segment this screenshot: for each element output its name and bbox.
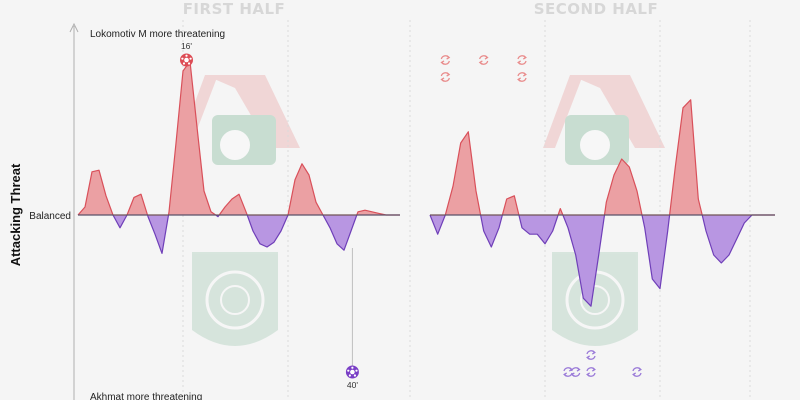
substitution-icon <box>440 72 451 82</box>
away-threat-line <box>429 214 775 307</box>
substitution-icon <box>563 367 573 377</box>
event-markers: 16' 40' <box>180 41 642 390</box>
soccer-ball-icon <box>180 53 193 67</box>
goal-minute-label: 40' <box>347 380 358 390</box>
y-bottom-label: Akhmat more threatening <box>90 392 202 400</box>
substitution-icon <box>586 350 596 360</box>
akhmat-crest-watermark-first-half <box>192 252 278 346</box>
substitution-icon <box>632 367 642 377</box>
substitution-icon <box>478 55 489 65</box>
goal-minute-label: 16' <box>181 41 192 51</box>
y-axis-title: Attacking Threat <box>8 163 23 266</box>
y-top-label: Lokomotiv M more threatening <box>90 29 225 40</box>
substitution-icon <box>440 55 451 65</box>
baseline-label: Balanced <box>29 211 71 222</box>
akhmat-crest-watermark-second-half <box>552 252 638 346</box>
vertical-gridlines <box>182 20 751 400</box>
away-threat-area <box>430 215 775 307</box>
soccer-ball-icon <box>345 365 359 379</box>
away-threat-area <box>78 215 400 254</box>
substitution-icon <box>570 367 581 377</box>
first-half-title: FIRST HALF <box>183 0 286 18</box>
substitution-icon <box>517 72 527 82</box>
y-axis <box>69 22 79 400</box>
second-half-title: SECOND HALF <box>534 0 659 18</box>
lokomotiv-crest-watermark-second-half <box>543 75 665 165</box>
lokomotiv-crest-watermark-first-half <box>178 75 300 165</box>
substitution-icon <box>586 367 596 377</box>
substitution-icon <box>517 55 527 65</box>
home-threat-area <box>430 99 775 215</box>
